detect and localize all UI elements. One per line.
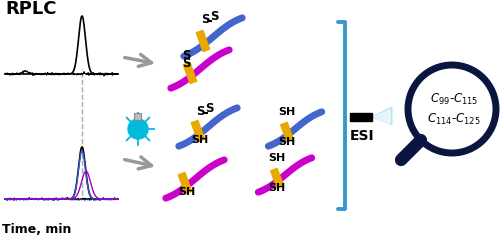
Text: S: S bbox=[205, 102, 213, 115]
Bar bbox=[350, 113, 372, 121]
FancyBboxPatch shape bbox=[134, 114, 141, 121]
Polygon shape bbox=[372, 107, 392, 125]
Polygon shape bbox=[192, 120, 204, 142]
Text: SH: SH bbox=[178, 187, 196, 197]
Polygon shape bbox=[270, 168, 283, 188]
Text: SH: SH bbox=[192, 135, 208, 145]
Text: $C_{114}$-$C_{125}$: $C_{114}$-$C_{125}$ bbox=[427, 111, 481, 126]
Text: RPLC: RPLC bbox=[5, 0, 57, 18]
Text: S: S bbox=[196, 105, 204, 118]
Circle shape bbox=[128, 119, 148, 139]
Polygon shape bbox=[184, 62, 196, 83]
Text: S: S bbox=[182, 57, 190, 70]
Polygon shape bbox=[374, 110, 390, 124]
Text: Time, min: Time, min bbox=[2, 223, 71, 235]
Polygon shape bbox=[196, 30, 209, 52]
Circle shape bbox=[408, 65, 496, 153]
Text: S: S bbox=[182, 49, 190, 62]
Text: S: S bbox=[210, 10, 218, 23]
Text: SH: SH bbox=[278, 137, 295, 147]
Text: SH: SH bbox=[268, 183, 285, 193]
Text: S: S bbox=[201, 13, 209, 26]
Polygon shape bbox=[280, 122, 293, 142]
Text: SH: SH bbox=[268, 153, 285, 163]
Text: ESI: ESI bbox=[350, 129, 374, 143]
Text: $C_{99}$-$C_{115}$: $C_{99}$-$C_{115}$ bbox=[430, 91, 478, 106]
Polygon shape bbox=[178, 172, 192, 194]
Text: SH: SH bbox=[278, 107, 295, 117]
